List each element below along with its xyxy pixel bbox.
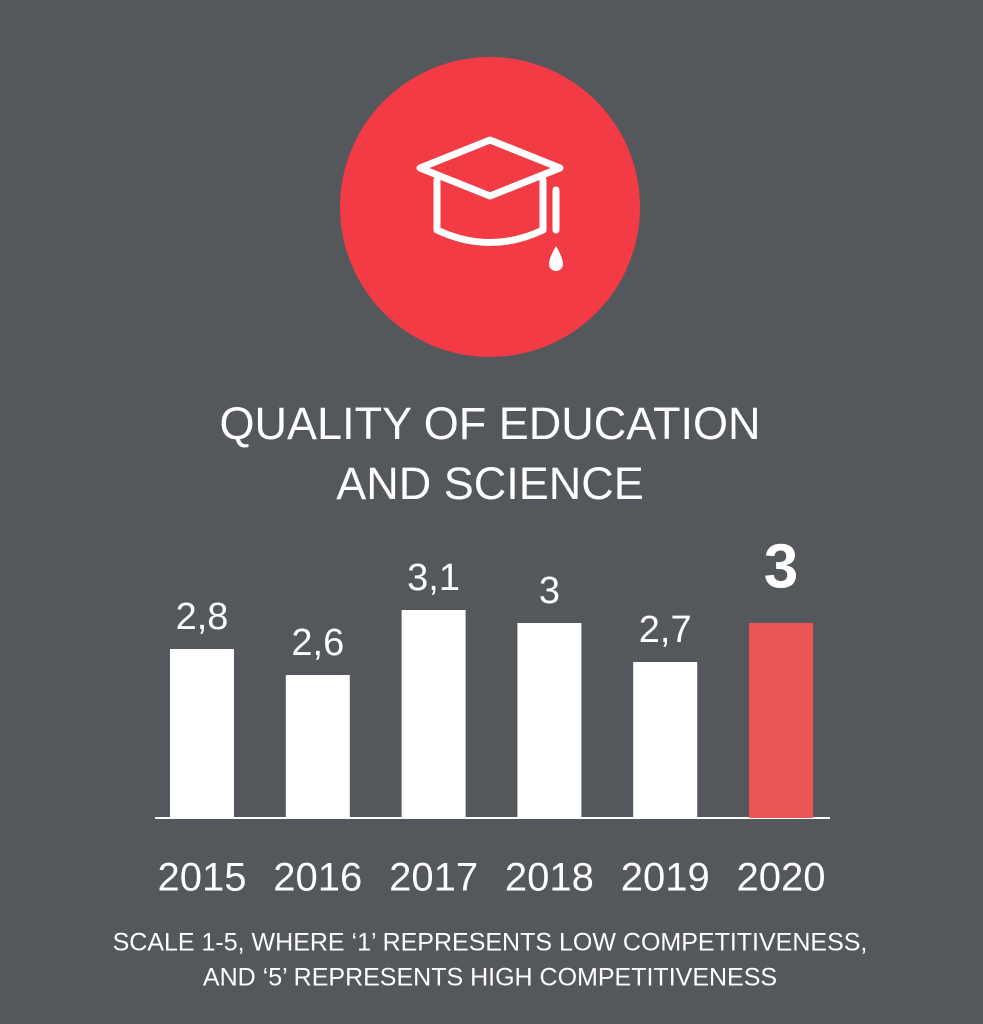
x-tick-label: 2015 <box>158 856 247 900</box>
value-label: 3,1 <box>407 557 460 599</box>
x-tick-label: 2016 <box>273 856 362 900</box>
footnote: AND ‘5’ REPRESENTS HIGH COMPETITIVENESS <box>203 964 777 992</box>
graduation-cap-icon <box>416 136 564 246</box>
value-label: 3 <box>539 570 560 612</box>
bar <box>517 623 582 818</box>
value-label: 2,8 <box>176 596 229 638</box>
x-tick-label: 2020 <box>737 856 826 900</box>
bar <box>749 623 813 818</box>
bar <box>633 662 698 818</box>
x-tick-label: 2018 <box>505 856 594 900</box>
x-tick-label: 2019 <box>621 856 710 900</box>
icon-circle <box>340 57 640 357</box>
chart-title: QUALITY OF EDUCATION <box>220 398 761 449</box>
value-label: 2,7 <box>639 609 692 651</box>
value-label: 3 <box>764 532 798 601</box>
bar <box>170 649 234 818</box>
x-tick-label: 2017 <box>389 856 478 900</box>
chart-title: AND SCIENCE <box>336 458 644 509</box>
bar <box>401 610 466 818</box>
tassel <box>549 246 563 271</box>
value-label: 2,6 <box>291 622 344 664</box>
footnote: SCALE 1-5, WHERE ‘1’ REPRESENTS LOW COMP… <box>113 929 868 957</box>
bar <box>285 675 350 818</box>
